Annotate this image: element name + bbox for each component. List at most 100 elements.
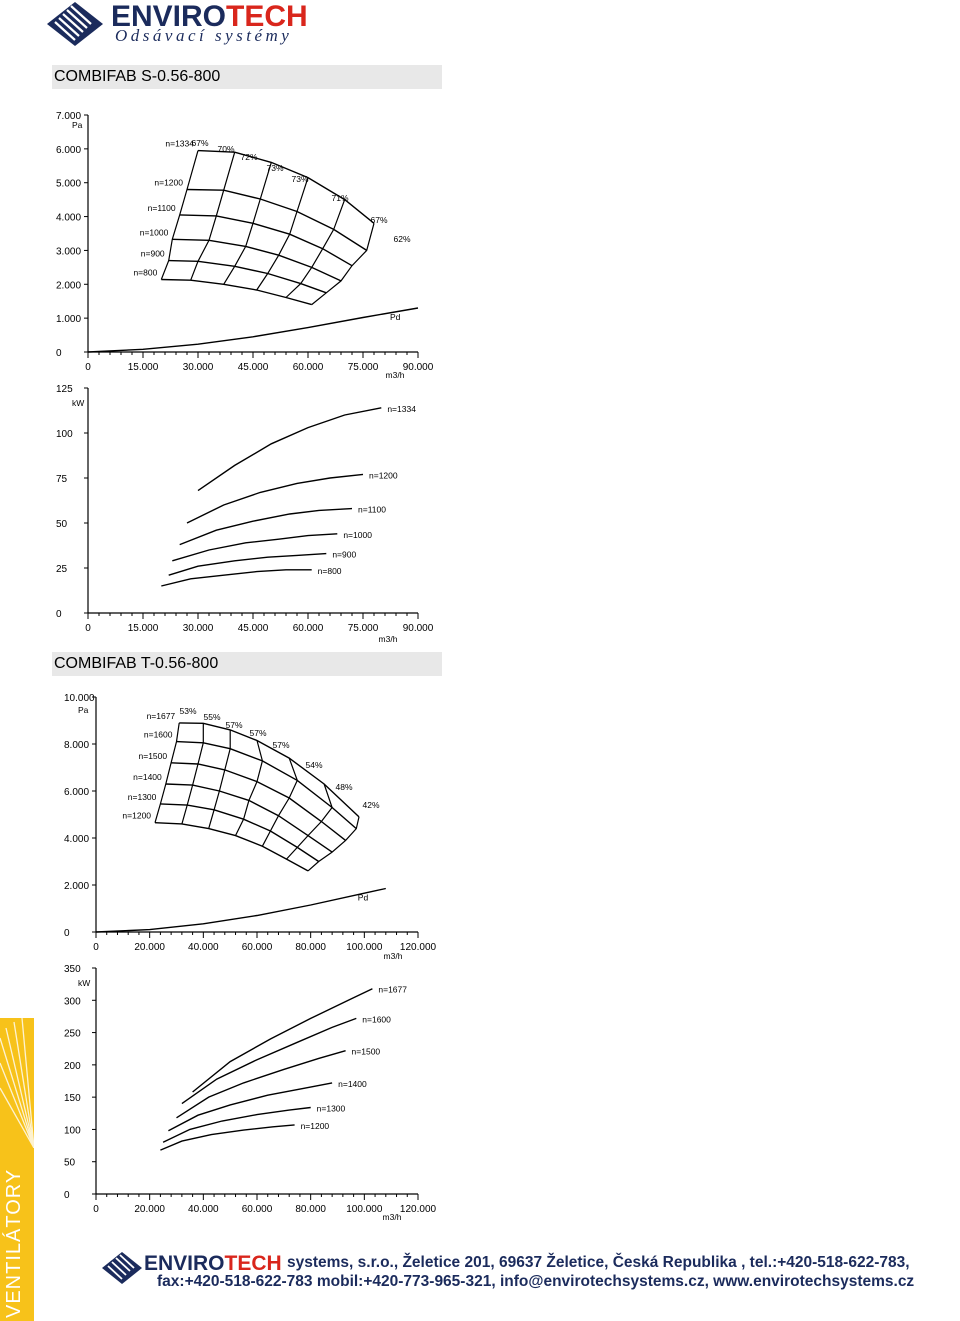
series-label: n=1677	[147, 711, 176, 721]
charts-canvas: 0 1.000 2.000 3.000 4.000 5.000 6.000 7.000 0 15.…	[56, 111, 437, 1222]
series-line-n-1000	[172, 533, 338, 562]
efficiency-line	[286, 783, 333, 860]
x-tick-label: 90.000	[403, 362, 434, 373]
series-line-n-1600	[181, 1017, 357, 1105]
sidebar-label: VENTILÁTORY	[3, 1168, 25, 1318]
y-tick-label: 350	[64, 964, 81, 975]
series-line-n-1200	[186, 188, 368, 251]
series-label: n=900	[141, 249, 165, 259]
efficiency-line	[285, 199, 346, 298]
y-tick-label: 100	[64, 1125, 81, 1136]
x-tick-label: 20.000	[134, 942, 165, 953]
series-label: n=1200	[122, 811, 151, 821]
efficiency-label: 67%	[191, 138, 208, 148]
y-tick-label: 5.000	[56, 179, 81, 190]
series-line-n-1200	[160, 1124, 295, 1151]
efficiency-label: 73%	[266, 163, 283, 173]
x-tick-label: 60.000	[293, 623, 324, 634]
series-line-n-900	[168, 552, 327, 576]
series-line-n-900	[168, 259, 327, 294]
series-label: n=1200	[154, 177, 183, 187]
x-tick-label: 80.000	[295, 1204, 326, 1215]
series-label: n=1500	[139, 751, 168, 761]
series-label: n=1100	[148, 203, 176, 213]
series-label: n=1100	[358, 505, 386, 515]
series-label: n=1600	[362, 1014, 391, 1024]
x-tick-label: 120.000	[400, 1204, 437, 1215]
y-tick-label: 3.000	[56, 246, 81, 257]
x-tick-label: 45.000	[238, 362, 269, 373]
section-title-s: COMBIFAB S-0.56-800	[52, 65, 442, 89]
footer-contacts: fax:+420-518-622-783 mobil:+420-773-965-…	[157, 1273, 915, 1290]
y-tick-label: 2.000	[64, 881, 89, 892]
series-line-n-800	[161, 278, 312, 306]
series-line-n-1200	[154, 822, 309, 872]
x-tick-label: 15.000	[128, 362, 159, 373]
y-tick-label: 6.000	[56, 145, 81, 156]
efficiency-line	[160, 150, 199, 280]
efficiency-label: 57%	[249, 728, 266, 738]
x-axis-label: m3/h	[384, 951, 403, 961]
y-tick-label: 125	[56, 384, 73, 395]
brand-name: ENVIROTECH	[111, 0, 308, 33]
efficiency-label: 48%	[335, 782, 352, 792]
x-tick-label: 15.000	[128, 623, 159, 634]
efficiency-line	[208, 729, 231, 829]
efficiency-line	[307, 816, 360, 872]
series-line-n-1334	[197, 149, 375, 224]
efficiency-label: 57%	[272, 740, 289, 750]
series-line-n-1600	[176, 740, 357, 830]
efficiency-label: 53%	[179, 706, 196, 716]
series-label: n=1200	[369, 470, 398, 480]
x-tick-label: 60.000	[242, 1204, 273, 1215]
y-tick-label: 4.000	[56, 213, 81, 224]
y-tick-label: 200	[64, 1061, 81, 1072]
y-tick-label: 100	[56, 429, 73, 440]
x-tick-label: 90.000	[403, 623, 434, 634]
efficiency-label: 42%	[362, 800, 379, 810]
y-axis-label: kW	[72, 398, 84, 408]
x-tick-label: 60.000	[293, 362, 324, 373]
series-label: n=1334	[387, 404, 416, 414]
efficiency-label: 72%	[240, 152, 257, 162]
series-line-n-800	[161, 569, 312, 587]
x-tick-label: 120.000	[400, 942, 437, 953]
series-line-n-1677	[179, 722, 360, 818]
y-tick-label: 0	[56, 348, 62, 359]
efficiency-line	[190, 152, 236, 281]
sidebar-band	[0, 1017, 35, 1321]
chart-s_pressure: 0 1.000 2.000 3.000 4.000 5.000 6.000 7.000 0 15.…	[56, 111, 434, 380]
x-tick-label: 100.000	[346, 942, 383, 953]
x-tick-label: 75.000	[348, 623, 379, 634]
series-label: n=1000	[140, 227, 169, 237]
series-line-n-1300	[160, 803, 320, 863]
y-tick-label: 300	[64, 996, 81, 1007]
series-label: n=1300	[317, 1103, 346, 1113]
series-line-n-1334	[197, 407, 382, 492]
x-tick-label: 0	[85, 362, 91, 373]
efficiency-line	[181, 723, 204, 825]
efficiency-line	[223, 162, 272, 285]
y-tick-label: 25	[56, 564, 68, 575]
y-tick-label: 0	[64, 1190, 70, 1201]
x-tick-label: 100.000	[346, 1204, 383, 1215]
series-line-n-1300	[162, 1106, 311, 1143]
series-line-n-1500	[176, 1050, 346, 1119]
chart-t_power: 0 50 100 150 200 250 300 350 0 20.000 40.000 60.000…	[64, 964, 437, 1222]
sunburst-icon	[0, 1017, 35, 1149]
x-axis-label: m3/h	[386, 370, 405, 380]
y-tick-label: 50	[56, 519, 68, 530]
series-label: n=1677	[378, 985, 407, 995]
y-tick-label: 7.000	[56, 111, 81, 122]
envirotech-emblem-icon	[47, 2, 103, 46]
section-title-t: COMBIFAB T-0.56-800	[52, 652, 442, 676]
y-tick-label: 50	[64, 1158, 76, 1169]
y-tick-label: 4.000	[64, 834, 89, 845]
series-label: Pd	[390, 312, 401, 322]
x-tick-label: 0	[93, 942, 99, 953]
efficiency-label: 55%	[203, 712, 220, 722]
chart-s_power: 0 25 50 75 100 125 0 15.000 30.000 45.000 60.000 75…	[56, 384, 434, 644]
efficiency-line	[311, 223, 375, 306]
series-label: n=1400	[133, 772, 162, 782]
x-axis-label: m3/h	[379, 634, 398, 644]
